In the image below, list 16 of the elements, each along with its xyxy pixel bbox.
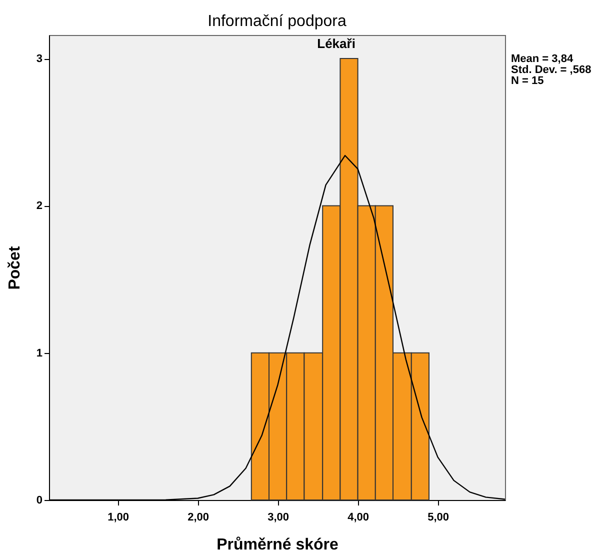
x-tick-label: 4,00 [348, 512, 370, 524]
text: N = 15 [511, 75, 544, 87]
chart-title: Informační podpora [208, 13, 346, 30]
x-tick-label: 1,00 [108, 512, 130, 524]
text: Std. Dev. = ,568 [511, 64, 592, 76]
x-tick-label: 2,00 [188, 512, 210, 524]
y-tick-label: 3 [36, 53, 42, 66]
chart-subtitle: Lékaři [317, 36, 356, 51]
y-tick-label: 2 [36, 200, 42, 212]
x-tick-label: 5,00 [428, 512, 450, 524]
text: Mean = 3,84 [511, 53, 574, 65]
y-tick-label: 1 [36, 347, 42, 360]
x-tick-label: 3,00 [268, 512, 290, 524]
y-axis-title: Počet [6, 246, 24, 290]
x-axis-title: Průměrné skóre [216, 536, 339, 553]
y-tick-label: 0 [36, 494, 42, 506]
